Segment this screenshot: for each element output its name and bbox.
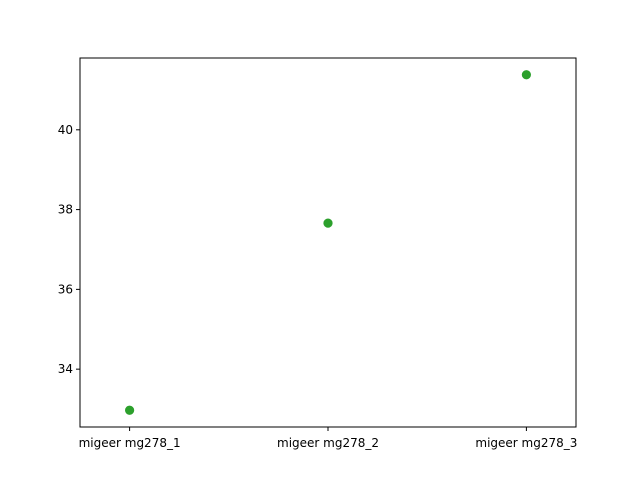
y-tick-label: 40 (58, 123, 73, 137)
data-point (125, 405, 135, 415)
x-tick-label: migeer mg278_3 (475, 436, 577, 450)
y-tick-label: 38 (58, 203, 73, 217)
plot-area: 34 36 38 40 migeer mg278_1 migeer mg278_2 mige… (58, 70, 577, 450)
data-point (521, 70, 532, 80)
data-point (323, 218, 333, 228)
plot-frame (79, 57, 577, 428)
x-tick-label: migeer mg278_1 (79, 436, 181, 450)
y-tick-label: 36 (58, 282, 73, 296)
y-tick-label: 34 (58, 362, 73, 376)
x-tick-label: migeer mg278_2 (277, 436, 379, 450)
